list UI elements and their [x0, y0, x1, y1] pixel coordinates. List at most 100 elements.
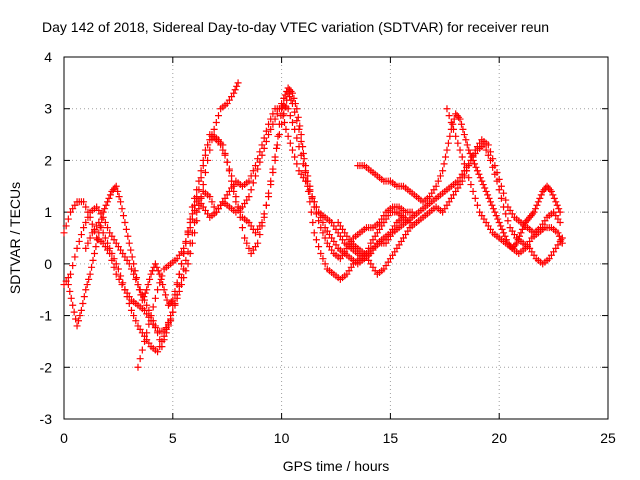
data-point-interp [458, 153, 466, 161]
data-point-interp [104, 224, 112, 232]
data-point [495, 218, 503, 226]
data-point-interp [481, 184, 489, 192]
data-point-interp [66, 287, 74, 295]
y-tick-label: -3 [40, 411, 53, 427]
data-point-interp [476, 174, 484, 182]
data-point-interp [459, 125, 467, 133]
data-point [291, 125, 299, 133]
data-point [180, 250, 188, 258]
data-point [151, 260, 159, 268]
plot-frame [63, 56, 609, 420]
data-point [121, 218, 129, 226]
data-point-interp [557, 236, 565, 244]
x-tick-label: 25 [600, 430, 616, 446]
data-point-interp [175, 270, 183, 278]
data-point-interp [467, 156, 475, 164]
data-point [254, 239, 262, 247]
data-point-interp [287, 96, 295, 104]
data-point-interp [243, 239, 251, 247]
data-point [465, 146, 473, 154]
data-point-interp [284, 132, 292, 140]
data-point-interp [159, 281, 167, 289]
data-point-interp [191, 201, 199, 209]
data-point-interp [436, 172, 444, 180]
data-point [317, 224, 325, 232]
data-point-interp [112, 260, 120, 268]
data-point-interp [119, 212, 127, 220]
data-point-interp [475, 170, 483, 178]
data-point-interp [455, 113, 463, 121]
data-point [310, 229, 318, 237]
data-point-interp [210, 203, 218, 211]
data-point-interp [529, 210, 537, 218]
data-point [80, 224, 88, 232]
data-point-interp [219, 146, 227, 154]
data-point [513, 239, 521, 247]
data-point [399, 213, 407, 221]
data-point-interp [278, 120, 286, 128]
data-point-interp [319, 229, 327, 237]
data-point-interp [162, 291, 170, 299]
data-point [552, 198, 560, 206]
data-point-interp [230, 182, 238, 190]
data-point [214, 136, 222, 144]
data-point [482, 187, 490, 195]
data-point [228, 172, 236, 180]
data-point-interp [99, 229, 107, 237]
data-point-interp [467, 181, 475, 189]
data-point-interp [479, 181, 487, 189]
data-point [463, 167, 471, 175]
x-axis-label: GPS time / hours [283, 458, 390, 474]
data-point [138, 296, 146, 304]
data-point-interp [296, 122, 304, 130]
data-point-interp [110, 255, 118, 263]
data-point-interp [304, 187, 312, 195]
data-point-interp [188, 210, 196, 218]
data-series [443, 105, 566, 258]
data-point [167, 312, 175, 320]
data-point-interp [124, 232, 132, 240]
data-point [73, 244, 81, 252]
data-series [354, 110, 564, 252]
data-point-interp [101, 205, 109, 213]
data-point-interp [315, 243, 323, 251]
data-point-interp [447, 119, 455, 127]
data-point-interp [249, 167, 257, 175]
data-point-interp [214, 112, 222, 120]
data-point-interp [128, 253, 136, 261]
data-point [114, 265, 122, 273]
data-point-interp [299, 160, 307, 168]
data-point-interp [254, 165, 262, 173]
data-point-interp [309, 218, 317, 226]
y-tick-label: 1 [44, 204, 52, 220]
data-point-interp [550, 194, 558, 202]
data-point-interp [233, 82, 241, 90]
data-point-interp [286, 93, 294, 101]
data-point-interp [67, 294, 75, 302]
data-point-interp [171, 291, 179, 299]
data-point [160, 332, 168, 340]
data-point-interp [271, 153, 279, 161]
data-point-interp [132, 317, 140, 325]
data-point [101, 234, 109, 242]
data-point [517, 229, 525, 237]
data-point-interp [106, 244, 114, 252]
data-point [284, 89, 292, 97]
data-point [547, 187, 555, 195]
data-point-interp [302, 168, 310, 176]
data-point-interp [231, 86, 239, 94]
data-point-interp [492, 212, 500, 220]
data-point-interp [118, 205, 126, 213]
data-point-interp [156, 343, 164, 351]
y-axis-label: SDTVAR / TECUs [7, 182, 23, 294]
data-point-interp [212, 119, 220, 127]
data-point-interp [471, 194, 479, 202]
data-point [458, 177, 466, 185]
data-point [69, 301, 77, 309]
data-point-interp [307, 208, 315, 216]
data-point [206, 193, 214, 201]
data-point-interp [151, 294, 159, 302]
data-point-interp [85, 275, 93, 283]
data-point-interp [135, 286, 143, 294]
data-point-interp [149, 317, 157, 325]
